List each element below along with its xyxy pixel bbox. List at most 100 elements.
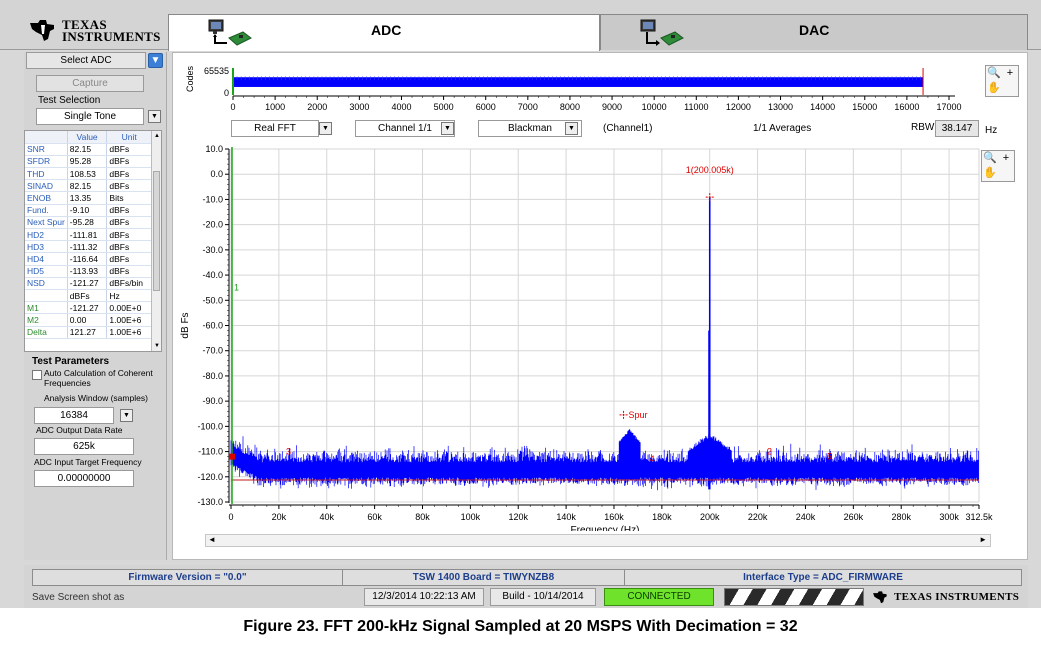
tab-adc-label: ADC: [371, 22, 402, 38]
results-cell-value: 121.27: [67, 326, 108, 339]
tab-dac-label: DAC: [799, 22, 830, 38]
ti-logo: Texas Instruments: [28, 17, 163, 45]
channel-dropdown[interactable]: Channel 1/1: [355, 120, 455, 137]
input-target-freq-label: ADC Input Target Frequency: [34, 457, 142, 467]
results-cell-unit: dBFs: [106, 155, 152, 169]
results-cell-value: 13.35: [67, 191, 108, 205]
tab-dac[interactable]: DAC: [600, 14, 1028, 50]
scroll-down-icon[interactable]: ▼: [154, 343, 160, 349]
fft-mode-dropdown[interactable]: Real FFT: [231, 120, 319, 137]
codes-ytick-label: 0: [224, 88, 229, 98]
codes-xtick-label: 17000: [936, 102, 961, 112]
results-row: Fund. -9.10 dBFs: [25, 204, 152, 217]
results-row: HD2 -111.81 dBFs: [25, 228, 152, 242]
fft-spur-label: Spur: [629, 410, 648, 420]
fft-ytick-label: -120.0: [197, 472, 223, 482]
window-dropdown[interactable]: Blackman: [478, 120, 582, 137]
results-row: HD4 -116.64 dBFs: [25, 252, 152, 266]
results-cell-name: SFDR: [25, 155, 68, 169]
results-cell-name: Next Spur: [25, 216, 68, 230]
fft-xtick-label: 312.5k: [965, 512, 993, 522]
test-selection-dropdown[interactable]: Single Tone: [36, 108, 144, 125]
window-value: Blackman: [508, 123, 552, 134]
results-cell-unit: dBFs: [106, 167, 152, 181]
ti-footer-text: Texas Instruments: [894, 591, 1020, 603]
fft-xtick-label: 200k: [700, 512, 720, 522]
results-row: ENOB 13.35 Bits: [25, 191, 152, 205]
fft-xtick-label: 220k: [748, 512, 768, 522]
results-scrollbar[interactable]: ▲ ▼: [151, 131, 161, 351]
results-cell-value: -116.64: [67, 252, 108, 266]
capture-button[interactable]: Capture: [36, 75, 144, 92]
ti-logo-icon: [873, 591, 887, 604]
fft-marker-line-label: 1: [234, 283, 239, 293]
results-cell-name: SINAD: [25, 179, 68, 193]
codes-xtick-label: 1000: [265, 102, 285, 112]
results-cell-value: -113.93: [67, 265, 108, 278]
tab-adc[interactable]: ADC: [168, 14, 600, 51]
analysis-window-arrow-icon[interactable]: ▼: [120, 409, 133, 422]
fft-ytick-label: -70.0: [202, 346, 223, 356]
results-cell-unit: 1.00E+6: [106, 313, 152, 327]
zoom-icon[interactable]: 🔍: [983, 152, 997, 164]
window-arrow-icon[interactable]: ▼: [565, 122, 578, 135]
fft-ytick-label: -10.0: [202, 194, 223, 204]
results-cell-unit: dBFs: [106, 252, 152, 266]
auto-calc-checkbox[interactable]: [32, 370, 42, 380]
horizontal-scrollbar[interactable]: ◄ ►: [205, 534, 991, 547]
results-row: M2 0.00 1.00E+6: [25, 313, 152, 327]
interface-type: Interface Type = ADC_FIRMWARE: [743, 572, 903, 583]
ti-logo-icon: [30, 20, 54, 41]
results-cell-value: -111.81: [67, 228, 108, 242]
board-id: TSW 1400 Board = TIWYNZB8: [343, 570, 625, 585]
codes-xtick-label: 3000: [349, 102, 369, 112]
scroll-thumb[interactable]: [153, 171, 160, 291]
results-cell-unit: dBFs: [106, 240, 152, 254]
results-cell-value: 82.15: [67, 143, 108, 156]
test-selection-label: Test Selection: [38, 95, 101, 106]
plot-panel: Codes 65535 0 0 1000 2000 3000 4000 5000 6000 7000…: [172, 52, 1028, 560]
averages-text: 1/1 Averages: [753, 123, 812, 134]
scroll-up-icon[interactable]: ▲: [154, 133, 160, 139]
rbw-value: 38.147: [935, 120, 979, 137]
cursor-cross-icon[interactable]: +: [1006, 67, 1014, 79]
results-cell-value: 95.28: [67, 155, 108, 169]
output-data-rate-field[interactable]: 625k: [34, 438, 134, 455]
scroll-right-icon[interactable]: ►: [979, 535, 987, 544]
results-cell-unit: dBFs/bin: [106, 277, 152, 290]
cursor-cross-icon[interactable]: +: [1002, 152, 1010, 164]
fft-mode-arrow-icon[interactable]: ▼: [319, 122, 332, 135]
channel-value: Channel 1/1: [378, 123, 432, 134]
left-panel: Select ADC ▼ Capture Test Selection Sing…: [24, 52, 167, 560]
scroll-left-icon[interactable]: ◄: [208, 535, 216, 544]
test-selection-arrow-icon[interactable]: ▼: [148, 110, 161, 123]
input-target-freq-field[interactable]: 0.00000000: [34, 470, 134, 487]
fft-harmonic-label: 5: [827, 452, 832, 462]
codes-xtick-label: 6000: [476, 102, 496, 112]
fft-ytick-label: -100.0: [197, 421, 223, 431]
results-cell-unit: dBFs: [106, 228, 152, 242]
results-cell-name: HD4: [25, 252, 68, 266]
analysis-window-dropdown[interactable]: 16384: [34, 407, 114, 424]
codes-waveform-band: [233, 77, 924, 87]
results-cell-unit: dBFs: [106, 179, 152, 193]
channel-arrow-icon[interactable]: ▼: [441, 122, 454, 135]
results-row: Next Spur -95.28 dBFs: [25, 216, 152, 230]
pan-hand-icon[interactable]: ✋: [987, 82, 1001, 94]
save-screenshot-link[interactable]: Save Screen shot as: [32, 592, 125, 603]
pan-hand-icon[interactable]: ✋: [983, 167, 997, 179]
fft-ytick-label: -60.0: [202, 321, 223, 331]
results-cell-unit: Bits: [106, 191, 152, 205]
ti-logo-text: Texas Instruments: [62, 18, 161, 43]
fft-xtick-label: 140k: [556, 512, 576, 522]
results-row: Delta 121.27 1.00E+6: [25, 326, 152, 339]
app-window: Texas Instruments ADC: [0, 0, 1041, 608]
results-cell-value: -121.27: [67, 301, 108, 315]
datetime-display: 12/3/2014 10:22:13 AM: [364, 588, 484, 606]
select-adc-dropdown[interactable]: Select ADC: [26, 52, 146, 69]
results-cell-name: NSD: [25, 277, 68, 290]
zoom-icon[interactable]: 🔍: [987, 67, 1001, 79]
fft-harmonic-label: 2: [767, 447, 772, 457]
codes-graph-palette: 🔍 + ✋: [985, 65, 1019, 97]
select-adc-arrow-icon[interactable]: ▼: [148, 53, 163, 68]
